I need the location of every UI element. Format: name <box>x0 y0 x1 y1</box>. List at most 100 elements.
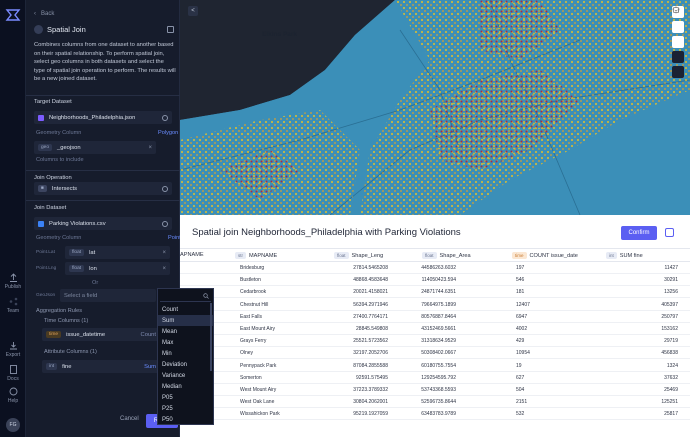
table-row[interactable]: East Falls 27400.7764171 80576887.8464 6947… <box>180 312 690 323</box>
attribute-column-row[interactable]: int fine Sum <box>42 360 160 373</box>
confirm-button[interactable]: Confirm <box>621 226 657 240</box>
table-cell: 79664975.1899 <box>421 301 456 308</box>
table-cell: 37632 <box>664 374 678 381</box>
join-operation-select[interactable]: ■ Intersects <box>34 182 172 195</box>
table-cell: 114050423.594 <box>421 277 456 284</box>
target-dataset-field[interactable]: Neighborhoods_Philadelphia.json <box>34 111 172 124</box>
intersects-icon: ■ <box>38 185 47 192</box>
lat-column-select[interactable]: float lat × <box>65 246 170 259</box>
cancel-button[interactable]: Cancel <box>120 416 139 422</box>
clear-icon[interactable]: × <box>148 144 152 151</box>
clear-icon[interactable]: × <box>162 249 166 256</box>
table-row[interactable]: Bustleton 48868.4583648 114050423.594 546 30… <box>180 275 690 287</box>
rail-help-label: Help <box>7 398 19 404</box>
column-header[interactable]: APNAME <box>180 252 204 258</box>
dropdown-option[interactable]: P50 <box>162 416 173 423</box>
column-header[interactable]: time COUNT issue_date <box>512 252 578 259</box>
legend-icon[interactable] <box>672 7 684 78</box>
map-view[interactable]: Elkins Park < <box>180 0 690 215</box>
table-row[interactable]: Bridesburg 27814.5465208 44586263.6032 197 1… <box>180 263 690 274</box>
join-dataset-name: Parking Violations.csv <box>49 220 106 227</box>
open-docs-icon[interactable] <box>167 26 174 33</box>
column-name: MAPNAME <box>249 252 278 259</box>
dropdown-option[interactable]: Min <box>162 350 172 357</box>
table-row[interactable]: West Oak Lane 30804.2062001 52596735.8644 2… <box>180 397 690 409</box>
table-cell: 56394.2971946 <box>353 301 388 308</box>
table-row[interactable]: Somerton 92591.575495 129254595.792 627 3763… <box>180 373 690 384</box>
table-cell: 19 <box>516 362 522 369</box>
table-cell: 52596735.8644 <box>421 399 456 406</box>
dropdown-option[interactable]: P05 <box>162 394 173 401</box>
column-header[interactable]: float Shape_Leng <box>334 252 383 259</box>
rail-team-button[interactable]: Team <box>0 296 26 314</box>
table-cell: Olney <box>240 350 254 357</box>
table-cell: 27400.7764171 <box>353 313 388 320</box>
attribute-agg-select[interactable]: Sum <box>144 363 156 370</box>
info-icon[interactable] <box>162 220 168 227</box>
table-cell: 20021.4158021 <box>353 289 388 296</box>
columns-to-include-link[interactable]: Columns to include <box>36 157 84 163</box>
table-cell: 546 <box>516 277 525 284</box>
table-row[interactable]: Chestnut Hill 56394.2971946 79664975.1899 1… <box>180 300 690 311</box>
dropdown-search-input[interactable] <box>160 291 211 302</box>
avatar[interactable]: FG <box>6 418 20 432</box>
time-agg-select[interactable]: Count <box>140 331 156 338</box>
geo-column-value: _geojson <box>57 144 81 151</box>
table-row[interactable]: Wissahickon Park 95219.1927059 63483783.97… <box>180 409 690 421</box>
dropdown-option[interactable]: Sum <box>158 315 213 326</box>
column-header[interactable]: int SUM fine <box>606 252 643 259</box>
table-row[interactable]: Olney 32197.2052706 50308402.0667 10954 4568… <box>180 348 690 360</box>
table-cell: 181 <box>516 289 525 296</box>
table-row[interactable]: Pennypack Park 87084.2855588 60180755.7554… <box>180 361 690 372</box>
table-row[interactable]: West Mount Airy 37223.3789332 53743368.559… <box>180 385 690 396</box>
dropdown-option[interactable]: Mean <box>162 328 178 335</box>
map-canvas[interactable] <box>180 0 690 215</box>
lon-column-select[interactable]: float lon × <box>65 262 170 275</box>
geo-type-badge: geo <box>38 144 53 151</box>
divider <box>26 200 180 201</box>
rail-export-button[interactable]: Export <box>0 340 26 358</box>
geojson-field-select[interactable]: Select a field <box>60 289 156 302</box>
table-cell: Chestnut Hill <box>240 301 269 308</box>
table-cell: 43152469.5661 <box>421 326 456 332</box>
dropdown-option[interactable]: Median <box>162 383 182 390</box>
rail-help-button[interactable]: Help <box>0 386 26 404</box>
table-row[interactable]: Cedarbrook 20021.4158021 24871744.6351 181 1… <box>180 287 690 299</box>
table-cell: 80576887.8464 <box>421 313 456 320</box>
rail-publish-button[interactable]: Publish <box>0 272 26 290</box>
dropdown-option[interactable]: P25 <box>162 405 173 412</box>
time-column-row[interactable]: time issue_datetime Count <box>42 328 160 341</box>
list-icon[interactable] <box>672 7 684 63</box>
rail-docs-button[interactable]: Docs <box>0 364 26 382</box>
column-header[interactable]: float Shape_Area <box>422 252 471 259</box>
column-header[interactable]: str MAPNAME <box>235 252 277 259</box>
table-row[interactable]: Grays Ferry 25521.5723562 31318634.9529 429… <box>180 336 690 348</box>
column-type-tag: str <box>235 252 246 259</box>
back-button[interactable]: ‹ Back <box>34 11 54 17</box>
dropdown-option[interactable]: Count <box>162 306 179 313</box>
join-dataset-field[interactable]: Parking Violations.csv <box>34 217 172 230</box>
aggregation-rules-toggle[interactable]: Aggregation Rules <box>36 308 83 314</box>
time-columns-toggle[interactable]: Time Columns (1) <box>44 318 89 324</box>
app-logo-icon[interactable] <box>4 6 22 24</box>
info-icon[interactable] <box>162 185 168 192</box>
table-cell: 27814.5465208 <box>353 265 388 271</box>
collapse-panel-button[interactable]: < <box>188 6 198 16</box>
copy-icon[interactable] <box>665 228 674 237</box>
info-icon[interactable] <box>162 114 168 121</box>
geo-column-select[interactable]: geo _geojson × <box>34 141 156 154</box>
dropdown-option[interactable]: Max <box>162 339 174 346</box>
float-type-badge: float <box>69 249 85 256</box>
dropdown-scrollbar[interactable] <box>210 303 212 371</box>
clear-icon[interactable]: × <box>162 265 166 272</box>
attribute-columns-toggle[interactable]: Attribute Columns (1) <box>44 349 97 355</box>
rail-team-label: Team <box>6 308 20 314</box>
dropdown-option[interactable]: Deviation <box>162 361 188 368</box>
table-row[interactable]: East Mount Airy 28845.549808 43152469.5661… <box>180 324 690 335</box>
dropdown-option[interactable]: Variance <box>162 372 186 379</box>
globe-icon[interactable] <box>672 6 684 48</box>
geometry-column-label: Geometry Column <box>36 130 82 136</box>
cube-icon[interactable] <box>672 7 684 33</box>
aggregation-dropdown[interactable]: Count Sum Mean Max Min Deviation Variance Media… <box>157 288 214 425</box>
table-cell: 24871744.6351 <box>421 289 456 296</box>
